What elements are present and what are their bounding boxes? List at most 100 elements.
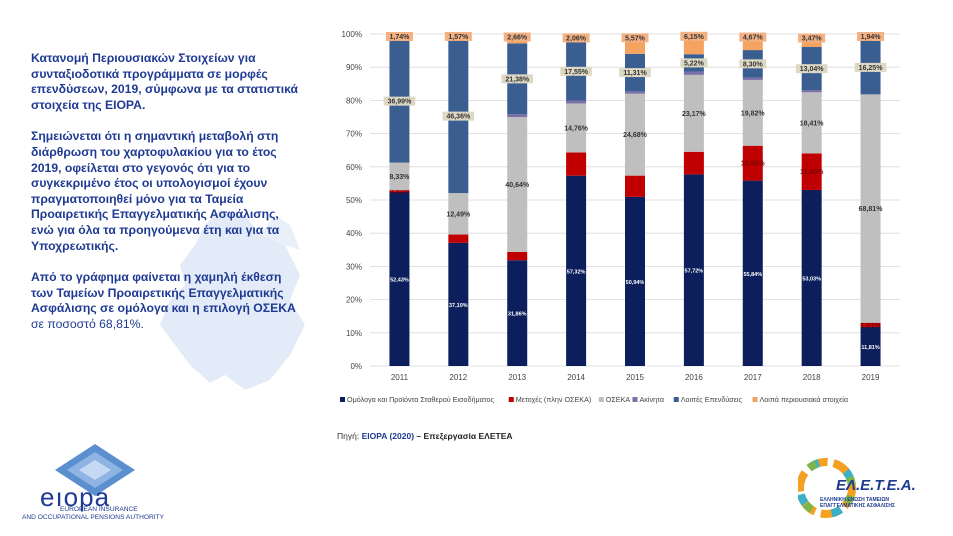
bar-segment	[742, 145, 763, 181]
data-label-bg	[560, 66, 592, 76]
eiopa-full-name: EUROPEAN INSURANCE AND OCCUPATIONAL PENS…	[22, 506, 165, 521]
eiopa-wordmark: eıopa	[40, 482, 111, 512]
data-label-bg	[680, 58, 708, 68]
legend-entry: Λοιπές Επενδύσεις	[681, 395, 743, 404]
bar-segment	[860, 322, 881, 327]
data-label: 5,22%	[684, 60, 705, 67]
data-label: 57,32%	[567, 269, 586, 275]
x-tick-label: 2019	[862, 373, 880, 382]
note-2019: Σημειώνεται ότι η σημαντική μεταβολή στη…	[31, 129, 280, 253]
data-label: 5,57%	[625, 35, 646, 42]
data-label-bg	[857, 31, 885, 41]
bar-segment	[860, 326, 881, 366]
data-label: 31,86%	[508, 312, 527, 318]
bar-segment	[683, 174, 704, 366]
bar-segment	[389, 191, 410, 366]
y-tick-label: 80%	[346, 96, 362, 105]
data-label: 68,81%	[859, 206, 884, 213]
y-tick-label: 90%	[346, 63, 362, 72]
legend-swatch	[598, 397, 604, 402]
data-label-bg	[795, 64, 828, 74]
legend-entry: ΟΣΕΚΑ	[606, 395, 631, 404]
data-label-bg	[739, 32, 767, 42]
legend-swatch	[340, 397, 345, 402]
y-tick-label: 0%	[350, 362, 362, 371]
y-tick-label: 10%	[346, 329, 362, 338]
legend-swatch	[508, 397, 514, 402]
legend-swatch	[752, 397, 758, 402]
data-label: 37,10%	[449, 303, 468, 309]
eletea-wordmark: ΕΛ.Ε.Τ.Ε.Α.	[836, 477, 916, 494]
stacked-bar-chart: 0% 10% 20% 30% 40% 50% 60% 70% 80% 90% 100% 52,43% 0…	[340, 30, 900, 404]
bar-segment	[683, 151, 704, 175]
x-tick-label: 2013	[508, 373, 526, 382]
source-note: Πηγή: EIOPA (2020) – Επεξεργασία ΕΛΕΤΕΑ	[337, 431, 513, 441]
bar-segment	[389, 162, 410, 191]
data-label: 3,47%	[802, 35, 823, 42]
data-label: 52,43%	[390, 277, 409, 283]
eletea-subtitle: ΕΛΛΗΝΙΚΗ ΕΝΩΣΗ ΤΑΜΕΙΩΝ ΕΠΑΓΓΕΛΜΑΤΙΚΗΣ ΑΣ…	[820, 497, 895, 509]
bar-segment	[448, 242, 469, 366]
data-label-bg	[503, 32, 531, 42]
bar-segment	[566, 103, 587, 153]
data-label: 21,38%	[505, 76, 530, 83]
x-tick-label: 2011	[391, 373, 409, 382]
data-label-bg	[562, 33, 590, 43]
legend-swatch	[673, 397, 679, 402]
data-label: 50,94%	[626, 280, 645, 286]
bar-segment	[801, 90, 822, 93]
bar-segment	[507, 251, 528, 261]
description-text: Κατανομή Περιουσιακών Στοιχείων για συντ…	[31, 51, 301, 349]
data-label: 55,84%	[743, 272, 762, 278]
x-tick-label: 2018	[803, 373, 821, 382]
data-label: 1,57%	[448, 34, 469, 41]
source-org: EIOPA (2020)	[361, 431, 415, 441]
eletea-logo	[798, 458, 856, 518]
y-tick-label: 70%	[346, 130, 362, 139]
bar-segment	[507, 117, 528, 252]
legend-swatch	[632, 397, 638, 402]
bar-segment	[801, 153, 822, 190]
y-tick-label: 30%	[346, 262, 362, 271]
data-label: 1,74%	[390, 34, 411, 41]
bar-segment	[448, 234, 469, 243]
data-label: 40,64%	[505, 182, 530, 189]
data-label: 36,99%	[388, 99, 413, 106]
legend-entry: Λοιπά περιουσιακά στοιχεία	[760, 395, 849, 404]
y-tick-label: 100%	[342, 30, 362, 39]
bar-segment	[507, 260, 528, 366]
data-label-bg	[444, 31, 472, 41]
bar-segment	[625, 93, 645, 176]
bar-segment	[683, 71, 704, 75]
data-label: 11,81%	[861, 345, 879, 351]
x-tick-label: 2012	[449, 373, 467, 382]
source-suffix: – Επεξεργασία ΕΛΕΤΕΑ	[416, 431, 513, 441]
bar-segment	[801, 189, 822, 366]
bar-segment	[507, 114, 528, 117]
data-label: 24,68%	[623, 132, 648, 139]
data-label: 46,36%	[446, 114, 471, 121]
data-label: 8,30%	[743, 61, 764, 68]
bar-segment	[860, 94, 881, 323]
conclusion-text: Από το γράφημα φαίνεται η χαμηλή έκθεση …	[31, 270, 296, 331]
data-label-bg	[383, 96, 416, 106]
bar-segment	[566, 152, 587, 176]
y-tick-label: 50%	[346, 196, 362, 205]
data-label: 4,67%	[743, 35, 764, 42]
data-label: 6,15%	[684, 34, 705, 41]
data-label: 23,17%	[682, 111, 707, 118]
data-label: 17,55%	[564, 69, 589, 76]
y-tick-label: 60%	[346, 163, 362, 172]
bar-segment	[566, 175, 587, 366]
data-label: 10,50%	[741, 161, 766, 168]
bar-segment	[625, 91, 645, 94]
data-label: 0,52%	[390, 189, 411, 196]
x-tick-label: 2015	[626, 373, 644, 382]
data-label: 18,41%	[800, 120, 825, 127]
data-label: 2,66%	[507, 35, 528, 42]
data-label-bg	[854, 62, 887, 72]
data-label-bg	[501, 74, 534, 84]
data-label: 8,33%	[390, 174, 411, 181]
bar-segment	[742, 77, 763, 80]
source-prefix: Πηγή:	[337, 431, 360, 441]
